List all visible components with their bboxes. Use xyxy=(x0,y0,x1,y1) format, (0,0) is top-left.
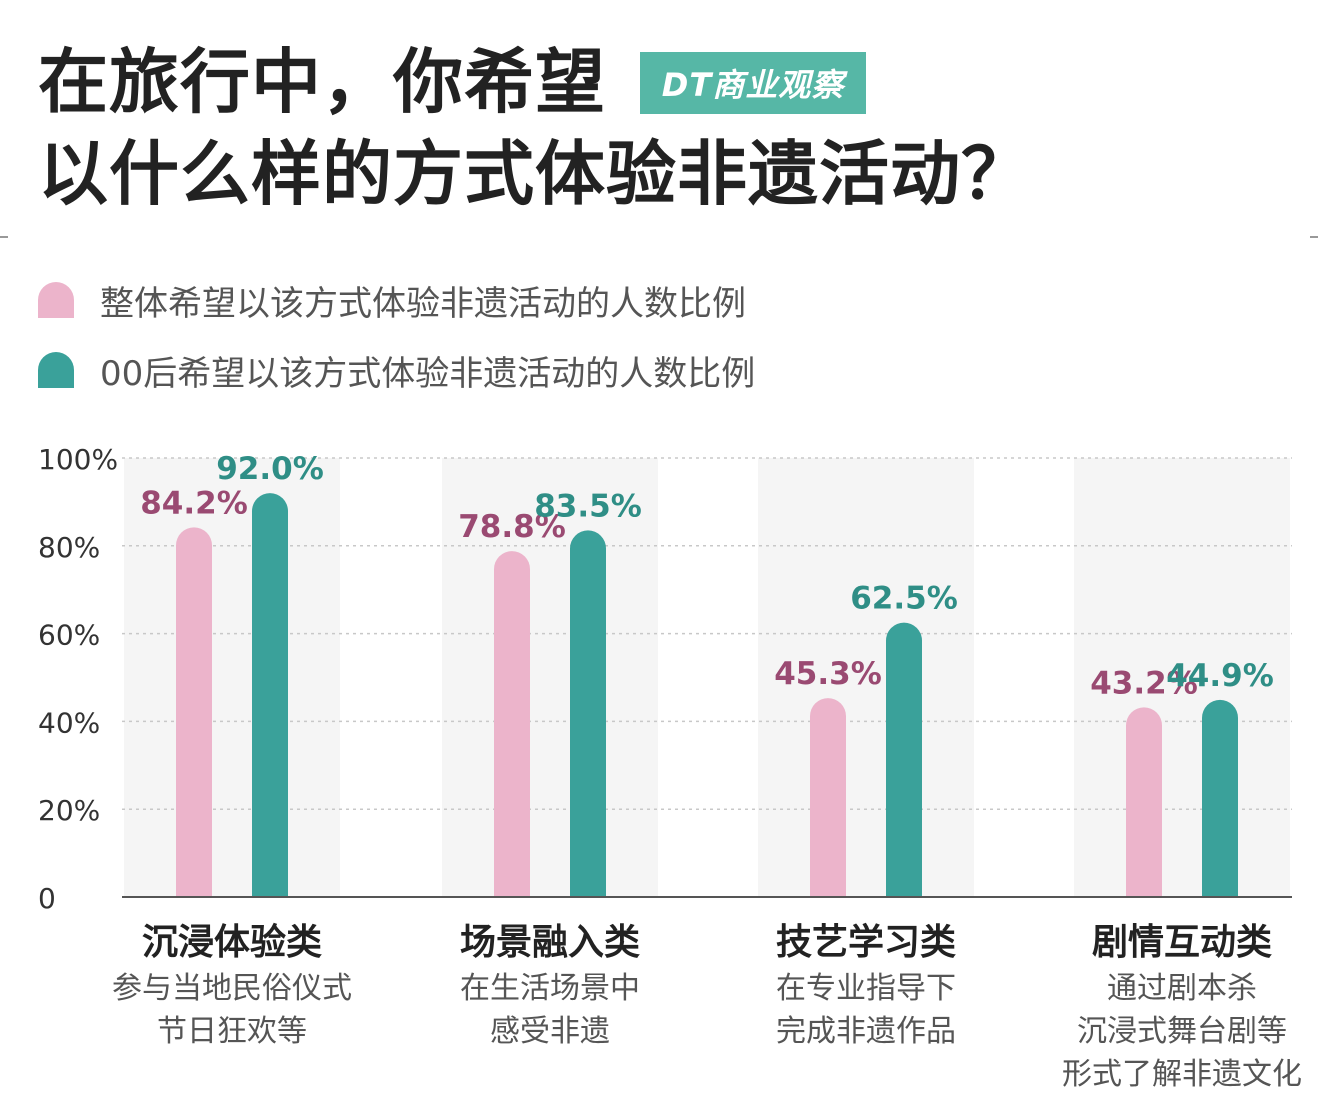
bar-overall-3 xyxy=(810,698,846,897)
data-label-post00-1: 92.0% xyxy=(216,451,324,487)
data-label-post00-3: 62.5% xyxy=(850,581,958,617)
legend-swatch-overall xyxy=(38,282,74,318)
data-label-post00-2: 83.5% xyxy=(534,488,642,524)
chart-title: 在旅行中，你希望 以什么样的方式体验非遗活动？ xyxy=(38,36,1032,220)
y-tick-label-0: 0 xyxy=(38,882,56,915)
category-description-1-line-2: 节日狂欢等 xyxy=(157,1014,307,1049)
category-band-1 xyxy=(124,458,340,897)
category-description-3-line-2: 完成非遗作品 xyxy=(776,1014,956,1049)
category-description-2-line-2: 感受非遗 xyxy=(490,1014,610,1049)
data-label-overall-1: 84.2% xyxy=(140,485,248,521)
data-label-post00-4: 44.9% xyxy=(1166,658,1274,694)
data-label-overall-4: 43.2% xyxy=(1090,665,1198,701)
bar-overall-2 xyxy=(494,551,530,897)
y-tick-label-80: 80% xyxy=(38,531,100,564)
category-band-4 xyxy=(1074,458,1290,897)
bar-post00-1 xyxy=(252,493,288,897)
bar-post00-3 xyxy=(886,622,922,897)
bar-post00-2 xyxy=(570,530,606,897)
y-tick-label-20: 20% xyxy=(38,794,100,827)
category-description-1-line-1: 参与当地民俗仪式 xyxy=(112,971,352,1006)
legend-label-overall: 整体希望以该方式体验非遗活动的人数比例 xyxy=(100,283,746,324)
title-line-2: 以什么样的方式体验非遗活动？ xyxy=(38,133,1032,215)
data-label-overall-2: 78.8% xyxy=(458,509,566,545)
category-label-4: 剧情互动类 xyxy=(1092,922,1272,963)
legend-item-post00: 00后希望以该方式体验非遗活动的人数比例 xyxy=(38,350,755,394)
category-description-3-line-1: 在专业指导下 xyxy=(776,971,956,1006)
category-band-2 xyxy=(442,458,658,897)
category-description-4-line-2: 沉浸式舞台剧等 xyxy=(1077,1014,1287,1049)
legend-label-post00: 00后希望以该方式体验非遗活动的人数比例 xyxy=(100,353,756,394)
bar-overall-1 xyxy=(176,527,212,897)
category-band-3 xyxy=(758,458,974,897)
category-description-2-line-1: 在生活场景中 xyxy=(460,971,640,1006)
bar-overall-4 xyxy=(1126,707,1162,897)
bar-post00-4 xyxy=(1202,699,1238,897)
y-tick-label-40: 40% xyxy=(38,706,100,739)
brand-logo: DT商业观察 xyxy=(640,52,866,114)
legend: 整体希望以该方式体验非遗活动的人数比例 00后希望以该方式体验非遗活动的人数比例 xyxy=(38,280,755,420)
category-label-2: 场景融入类 xyxy=(460,922,640,963)
divider-mark-left xyxy=(0,236,8,238)
y-tick-label-100: 100% xyxy=(38,443,118,476)
category-description-4-line-1: 通过剧本杀 xyxy=(1107,971,1257,1006)
legend-item-overall: 整体希望以该方式体验非遗活动的人数比例 xyxy=(38,280,755,324)
legend-swatch-post00 xyxy=(38,352,74,388)
title-line-1: 在旅行中，你希望 xyxy=(38,41,606,123)
category-label-3: 技艺学习类 xyxy=(776,921,956,963)
data-label-overall-3: 45.3% xyxy=(774,656,882,692)
y-tick-label-60: 60% xyxy=(38,619,100,652)
category-description-4-line-3: 形式了解非遗文化 xyxy=(1062,1057,1302,1092)
category-label-1: 沉浸体验类 xyxy=(142,922,322,963)
divider-mark-right xyxy=(1310,236,1318,238)
